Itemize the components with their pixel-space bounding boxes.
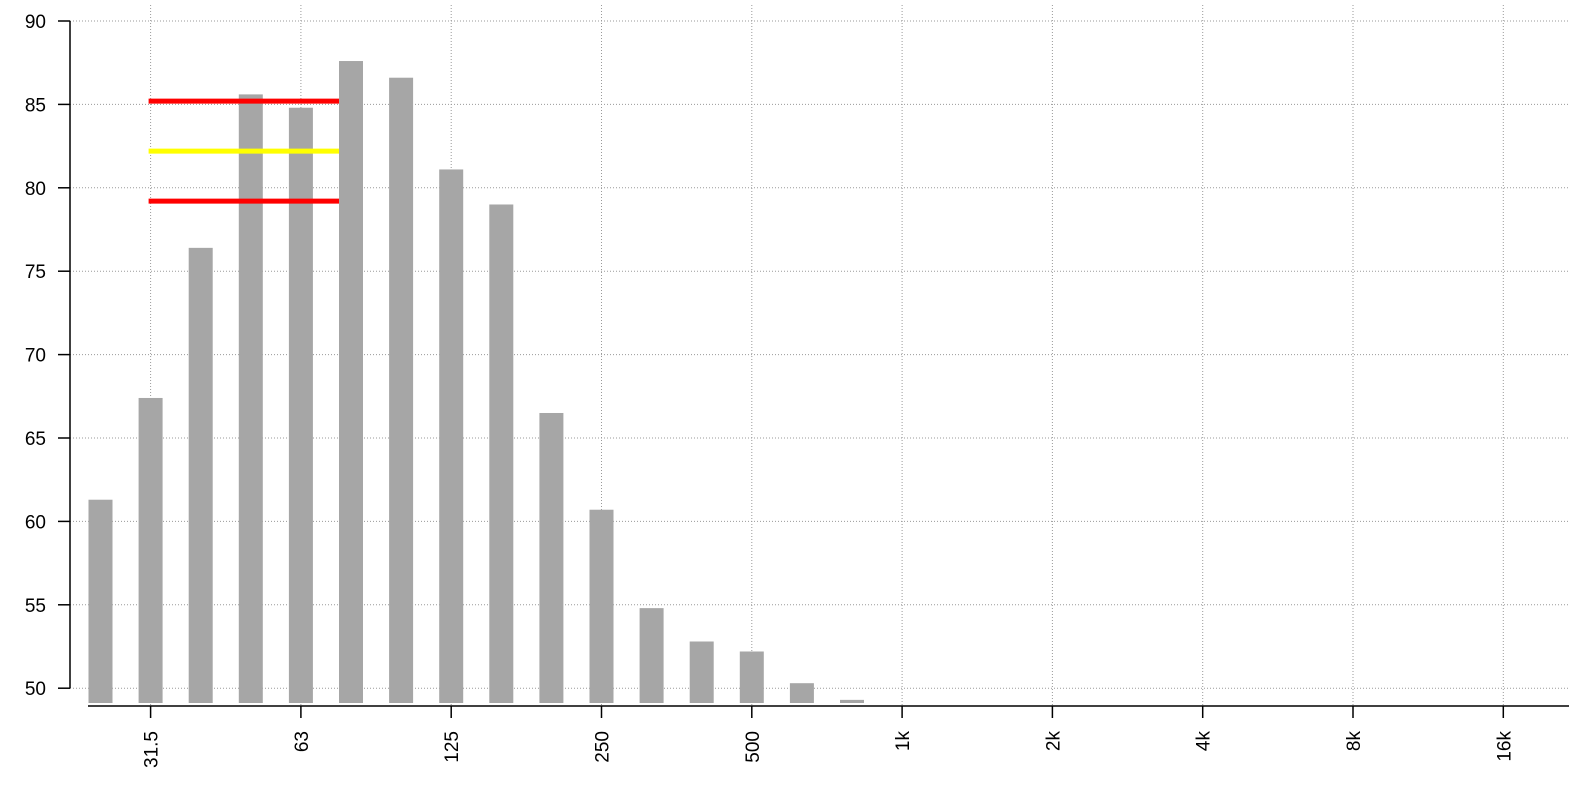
bar-63 (288, 107, 313, 703)
bar-250 (589, 509, 614, 703)
x-tick-label: 500 (743, 731, 764, 763)
x-tick-label: 8k (1344, 731, 1365, 752)
bar-25 (88, 499, 113, 703)
x-tick-label: 2k (1043, 731, 1064, 752)
bar-630 (789, 683, 814, 703)
bar-31.5 (138, 397, 163, 703)
bar-160 (489, 204, 514, 704)
bar-50 (238, 94, 263, 704)
bars (88, 61, 864, 704)
y-tick-label: 70 (25, 346, 46, 367)
axes (58, 20, 1569, 718)
reference-lines (148, 98, 339, 204)
bar-125 (439, 169, 464, 703)
y-tick-label: 50 (25, 679, 46, 700)
y-tick-label: 75 (25, 262, 46, 283)
y-tick-label: 65 (25, 429, 46, 450)
bar-100 (389, 77, 414, 704)
x-tick-label: 1k (893, 731, 914, 752)
y-tick-label: 85 (25, 95, 46, 116)
x-tick-label: 63 (292, 731, 313, 752)
y-tick-label: 60 (25, 512, 46, 533)
x-tick-label: 250 (593, 731, 614, 763)
x-tick-label: 16k (1494, 731, 1515, 762)
x-tick-label: 31.5 (142, 731, 163, 768)
bar-800 (840, 699, 864, 703)
bar-500 (739, 651, 764, 703)
bar-40 (188, 247, 213, 703)
y-tick-label: 80 (25, 179, 46, 200)
bar-80 (339, 61, 363, 704)
x-tick-label: 4k (1194, 731, 1215, 752)
y-tick-label: 90 (25, 12, 46, 33)
bar-315 (639, 608, 664, 703)
bar-200 (539, 412, 564, 703)
tick-labels: 50 55 60 65 70 75 80 85 90 31.5 63 125 250 500 1k 2k 4k 8… (25, 12, 1515, 768)
grid (70, 5, 1569, 706)
x-tick-label: 125 (442, 731, 463, 763)
y-tick-label: 55 (25, 596, 46, 617)
bar-400 (689, 641, 714, 703)
